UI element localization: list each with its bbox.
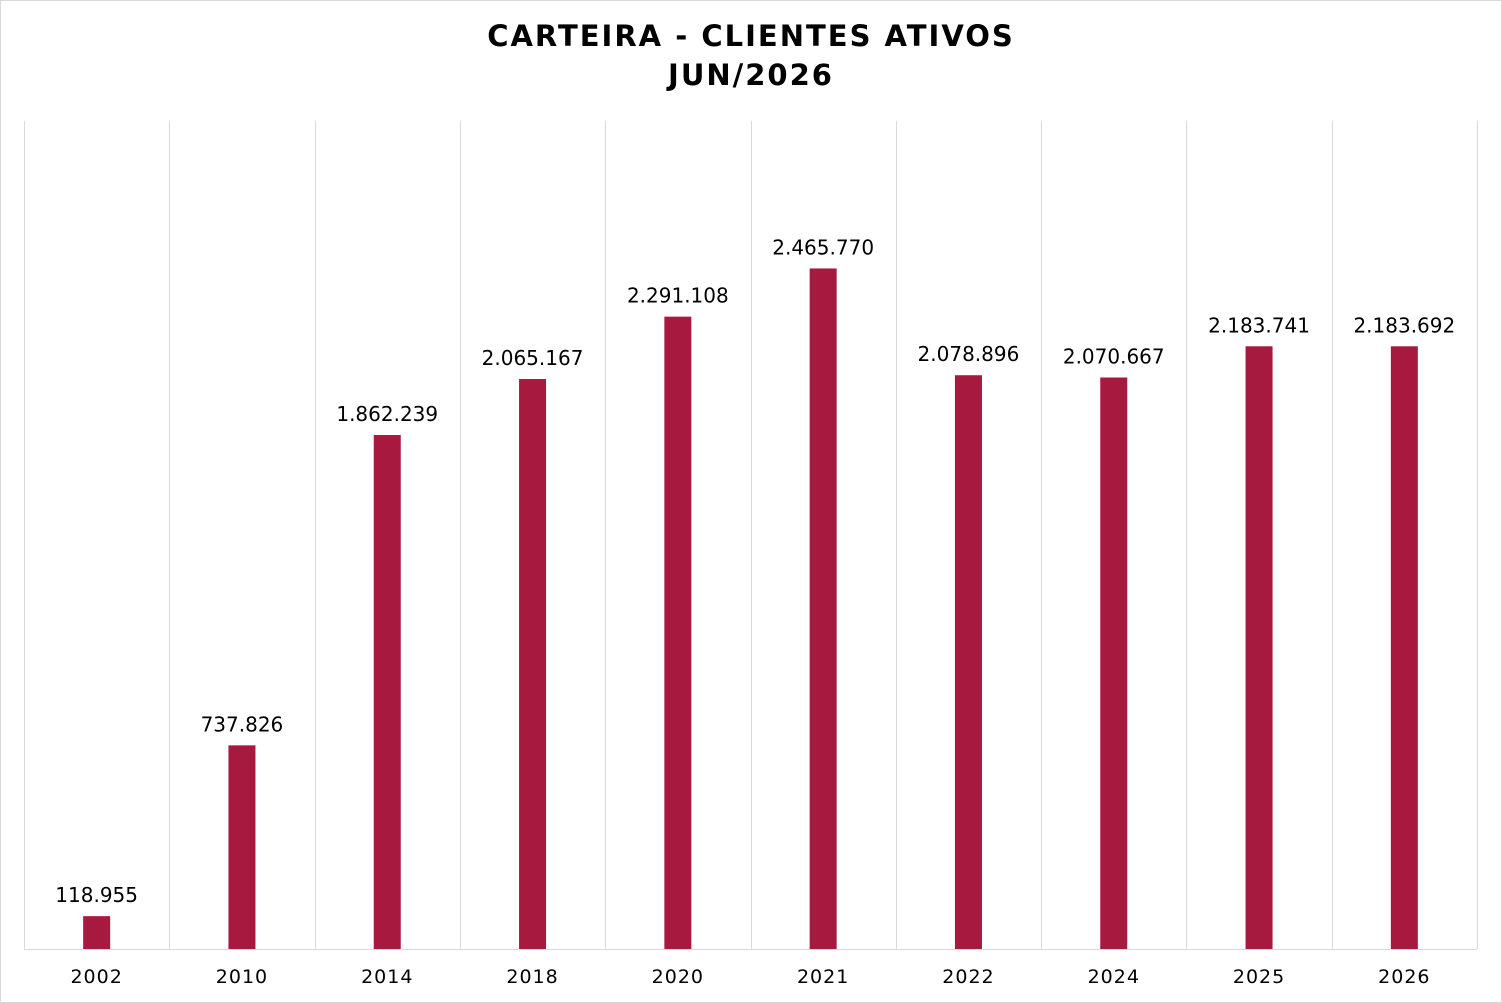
bar-2025 [1245, 346, 1273, 949]
data-label-2021: 2.465.770 [772, 235, 874, 259]
x-tick-2002: 2002 [70, 966, 122, 988]
chart-title-line2: JUN/2026 [668, 58, 834, 92]
data-label-2014: 1.862.239 [336, 402, 438, 426]
bar-2026 [1390, 346, 1418, 949]
bar-2024 [1100, 377, 1128, 949]
x-tick-2018: 2018 [506, 966, 558, 988]
bar-2021 [809, 268, 837, 949]
x-tick-2020: 2020 [652, 966, 704, 988]
x-tick-2022: 2022 [942, 966, 994, 988]
data-label-2026: 2.183.692 [1353, 313, 1455, 337]
chart-title: CARTEIRA - CLIENTES ATIVOS JUN/2026 [1, 17, 1501, 95]
x-tick-2025: 2025 [1233, 966, 1285, 988]
bar-2018 [519, 379, 547, 949]
data-label-2010: 737.826 [201, 712, 284, 736]
bar-2010 [228, 745, 256, 949]
bar-2014 [373, 435, 401, 949]
x-tick-2026: 2026 [1378, 966, 1430, 988]
x-tick-2021: 2021 [797, 966, 849, 988]
data-label-2002: 118.955 [55, 883, 138, 907]
data-label-2020: 2.291.108 [627, 284, 729, 308]
x-tick-2014: 2014 [361, 966, 413, 988]
bar-2020 [664, 316, 692, 950]
bar-2022 [954, 375, 982, 949]
data-label-2018: 2.065.167 [482, 346, 584, 370]
data-label-2024: 2.070.667 [1063, 344, 1165, 368]
chart-title-line1: CARTEIRA - CLIENTES ATIVOS [487, 19, 1015, 53]
x-tick-2024: 2024 [1088, 966, 1140, 988]
data-label-2025: 2.183.741 [1208, 313, 1310, 337]
bar-2002 [83, 916, 111, 949]
x-tick-2010: 2010 [216, 966, 268, 988]
data-label-2022: 2.078.896 [918, 342, 1020, 366]
